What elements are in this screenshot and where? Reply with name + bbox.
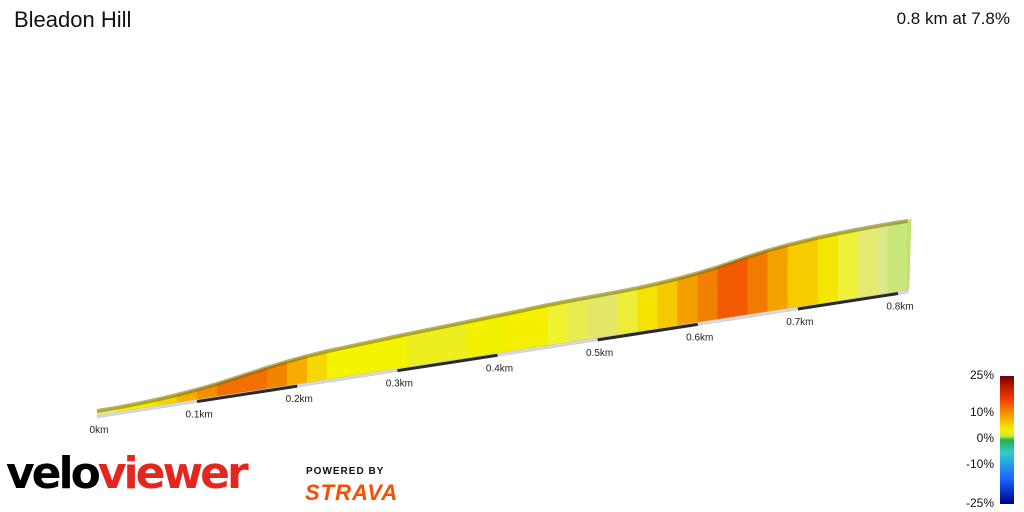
legend-label-0: 0% <box>976 431 994 445</box>
profile-segment <box>877 223 889 295</box>
profile-segment <box>587 291 618 340</box>
profile-segment <box>637 283 658 333</box>
x-tick-label: 0.1km <box>186 410 213 421</box>
profile-segment <box>887 220 909 294</box>
base-distance-band <box>797 292 899 311</box>
legend-label-25: 25% <box>969 368 994 382</box>
profile-segment <box>547 300 568 346</box>
legend-label-minus-25: -25% <box>965 496 994 510</box>
base-distance-band <box>196 384 298 404</box>
profile-segment <box>677 272 699 326</box>
base-distance-band <box>397 353 498 373</box>
gradient-legend-bar <box>1000 376 1014 504</box>
profile-segment <box>787 237 819 309</box>
profile-segment <box>767 244 789 312</box>
x-tick-label: 0.5km <box>586 348 613 359</box>
legend-label-minus-10: -10% <box>965 457 994 471</box>
x-tick-label: 0.6km <box>686 332 713 343</box>
powered-by-label: POWERED BY <box>306 466 385 477</box>
profile-segment <box>617 287 638 336</box>
profile-segment <box>857 225 879 299</box>
strava-logo: STRAVA <box>305 480 399 505</box>
profile-ridge <box>96 218 909 413</box>
x-tick-label: 0.4km <box>486 363 513 374</box>
x-tick-label: 0.8km <box>886 302 913 313</box>
profile-segment <box>567 297 588 343</box>
profile-segment <box>697 266 719 323</box>
x-tick-label: 0.3km <box>386 379 413 390</box>
x-tick-label: 0km <box>90 425 109 436</box>
profile-segment <box>747 250 769 316</box>
profile-base <box>96 289 909 419</box>
base-distance-band <box>597 322 698 342</box>
profile-segment <box>837 229 859 302</box>
profile-segment <box>817 233 839 305</box>
x-tick-label: 0.7km <box>786 317 813 328</box>
segment-summary: 0.8 km at 7.8% <box>896 9 1010 28</box>
profile-segment <box>657 278 679 329</box>
x-tick-label: 0.2km <box>286 394 313 405</box>
veloviewer-logo: veloviewer <box>6 448 249 499</box>
segment-title: Bleadon Hill <box>14 7 132 32</box>
profile-end-cap <box>907 218 912 291</box>
legend-label-10: 10% <box>969 405 994 419</box>
